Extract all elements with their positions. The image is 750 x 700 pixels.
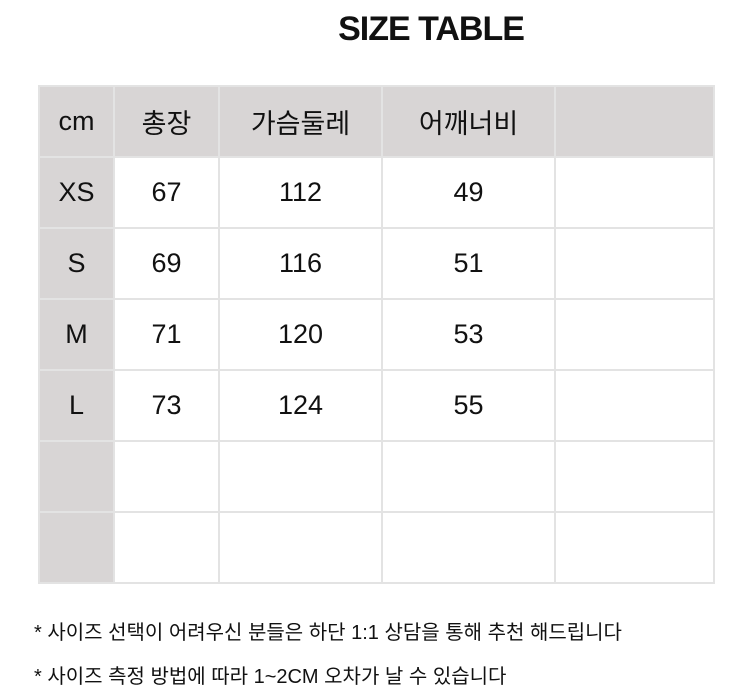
table-cell: 51: [381, 227, 556, 300]
table-cell: [113, 511, 220, 584]
page-title: SIZE TABLE: [338, 10, 525, 48]
table-cell: 55: [381, 369, 556, 442]
table-cell: 116: [218, 227, 383, 300]
table-cell: 49: [381, 156, 556, 229]
table-cell: [554, 511, 715, 584]
table-row: [38, 440, 715, 513]
table-cell: 112: [218, 156, 383, 229]
size-label-cell: L: [38, 369, 115, 442]
size-label-cell: S: [38, 227, 115, 300]
table-cell: [554, 440, 715, 513]
header-cell: [554, 85, 715, 158]
table-cell: [554, 369, 715, 442]
header-cell: 가슴둘레: [218, 85, 383, 158]
table-header-row: cm 총장 가슴둘레 어깨너비: [38, 85, 715, 158]
size-table: cm 총장 가슴둘레 어깨너비 XS 67 112 49 S 69 116 51 M 71 120 53 L 73…: [38, 85, 715, 584]
table-cell: 73: [113, 369, 220, 442]
table-cell: 67: [113, 156, 220, 229]
table-cell: [554, 227, 715, 300]
table-row: M 71 120 53: [38, 298, 715, 371]
note-measurement: * 사이즈 측정 방법에 따라 1~2CM 오차가 날 수 있습니다: [34, 666, 507, 688]
table-cell: 124: [218, 369, 383, 442]
header-cell: 총장: [113, 85, 220, 158]
header-cell: cm: [38, 85, 115, 158]
size-label-cell: [38, 440, 115, 513]
header-cell: 어깨너비: [381, 85, 556, 158]
note-recommendation: * 사이즈 선택이 어려우신 분들은 하단 1:1 상담을 통해 추천 해드립니…: [34, 622, 622, 644]
table-row: [38, 511, 715, 584]
size-label-cell: [38, 511, 115, 584]
table-cell: [554, 156, 715, 229]
table-cell: [381, 511, 556, 584]
table-cell: 71: [113, 298, 220, 371]
table-cell: [554, 298, 715, 371]
table-cell: [218, 440, 383, 513]
table-row: XS 67 112 49: [38, 156, 715, 229]
table-row: L 73 124 55: [38, 369, 715, 442]
size-label-cell: XS: [38, 156, 115, 229]
table-cell: 69: [113, 227, 220, 300]
table-row: S 69 116 51: [38, 227, 715, 300]
size-label-cell: M: [38, 298, 115, 371]
table-cell: [218, 511, 383, 584]
table-cell: [113, 440, 220, 513]
table-cell: 120: [218, 298, 383, 371]
table-cell: 53: [381, 298, 556, 371]
table-cell: [381, 440, 556, 513]
